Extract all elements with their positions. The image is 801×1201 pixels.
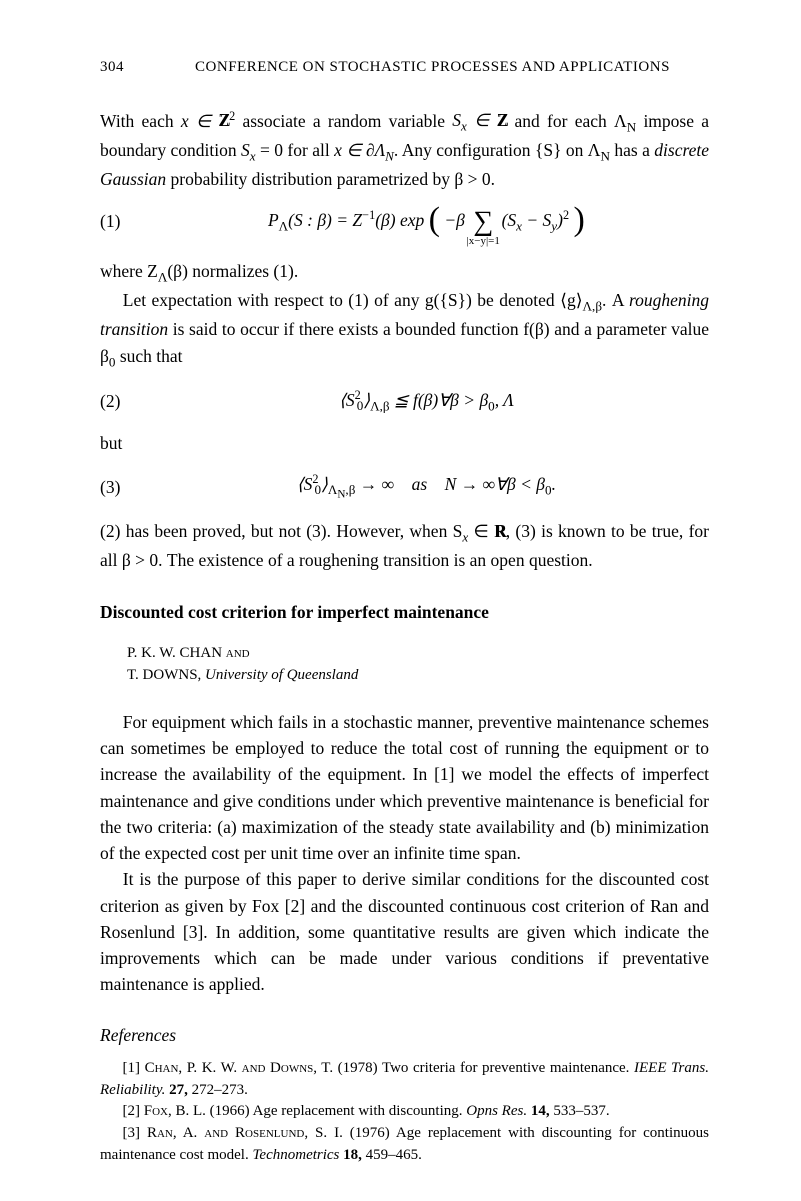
paragraph-1: With each x ∈ Z2 associate a random vari… <box>100 107 709 192</box>
paragraph-4: (2) has been proved, but not (3). Howeve… <box>100 518 709 573</box>
equation-number: (3) <box>100 474 144 500</box>
reference-authors: Ran, A. and Rosenlund, S. I. <box>147 1125 343 1141</box>
author-name: P. K. W. CHAN <box>127 645 226 661</box>
paragraph-6: It is the purpose of this paper to deriv… <box>100 866 709 997</box>
paragraph-5: For equipment which fails in a stochasti… <box>100 709 709 867</box>
equation-number: (2) <box>100 388 144 414</box>
volume: 14, <box>531 1103 550 1119</box>
reference-item: [3] Ran, A. and Rosenlund, S. I. (1976) … <box>100 1123 709 1167</box>
reference-authors: Chan, P. K. W. and Downs, T. <box>145 1060 334 1076</box>
reference-item: [2] Fox, B. L. (1966) Age replacement wi… <box>100 1101 709 1123</box>
running-title: CONFERENCE ON STOCHASTIC PROCESSES AND A… <box>124 56 709 79</box>
page: 304 CONFERENCE ON STOCHASTIC PROCESSES A… <box>0 0 801 1201</box>
affiliation: University of Queensland <box>205 667 358 683</box>
running-header: 304 CONFERENCE ON STOCHASTIC PROCESSES A… <box>100 56 709 79</box>
equation-1: (1) PΛ(S : β) = Z−1(β) exp ( −β ∑ |x−y|=… <box>100 206 709 236</box>
author-name: T. DOWNS, <box>127 667 205 683</box>
equation-number: (1) <box>100 208 144 234</box>
paragraph-3: Let expectation with respect to (1) of a… <box>100 287 709 372</box>
journal-title: Opns Res. <box>466 1103 527 1119</box>
page-number: 304 <box>100 56 124 79</box>
reference-authors: Fox, B. L. <box>144 1103 206 1119</box>
blackboard-Z: Z <box>497 107 508 133</box>
journal-title: Technometrics <box>252 1147 339 1163</box>
paragraph-2: where ZΛ(β) normalizes (1). <box>100 258 709 287</box>
blackboard-R: R <box>494 518 506 544</box>
authors-block: P. K. W. CHAN and T. DOWNS, University o… <box>127 643 709 687</box>
equation-3: (3) ⟨S20⟩ΛN,β → ∞ as N → ∞∀β < β0. <box>100 470 709 504</box>
but-label: but <box>100 430 709 456</box>
summation-icon: ∑ |x−y|=1 <box>473 208 493 236</box>
equation-2: (2) ⟨S20⟩Λ,β ≦ f(β)∀β > β0, Λ <box>100 386 709 416</box>
volume: 27, <box>169 1082 188 1098</box>
volume: 18, <box>343 1147 362 1163</box>
reference-item: [1] Chan, P. K. W. and Downs, T. (1978) … <box>100 1058 709 1102</box>
section-title: Discounted cost criterion for imperfect … <box>100 599 709 625</box>
references-heading: References <box>100 1022 709 1048</box>
blackboard-Z: Z <box>218 107 229 133</box>
